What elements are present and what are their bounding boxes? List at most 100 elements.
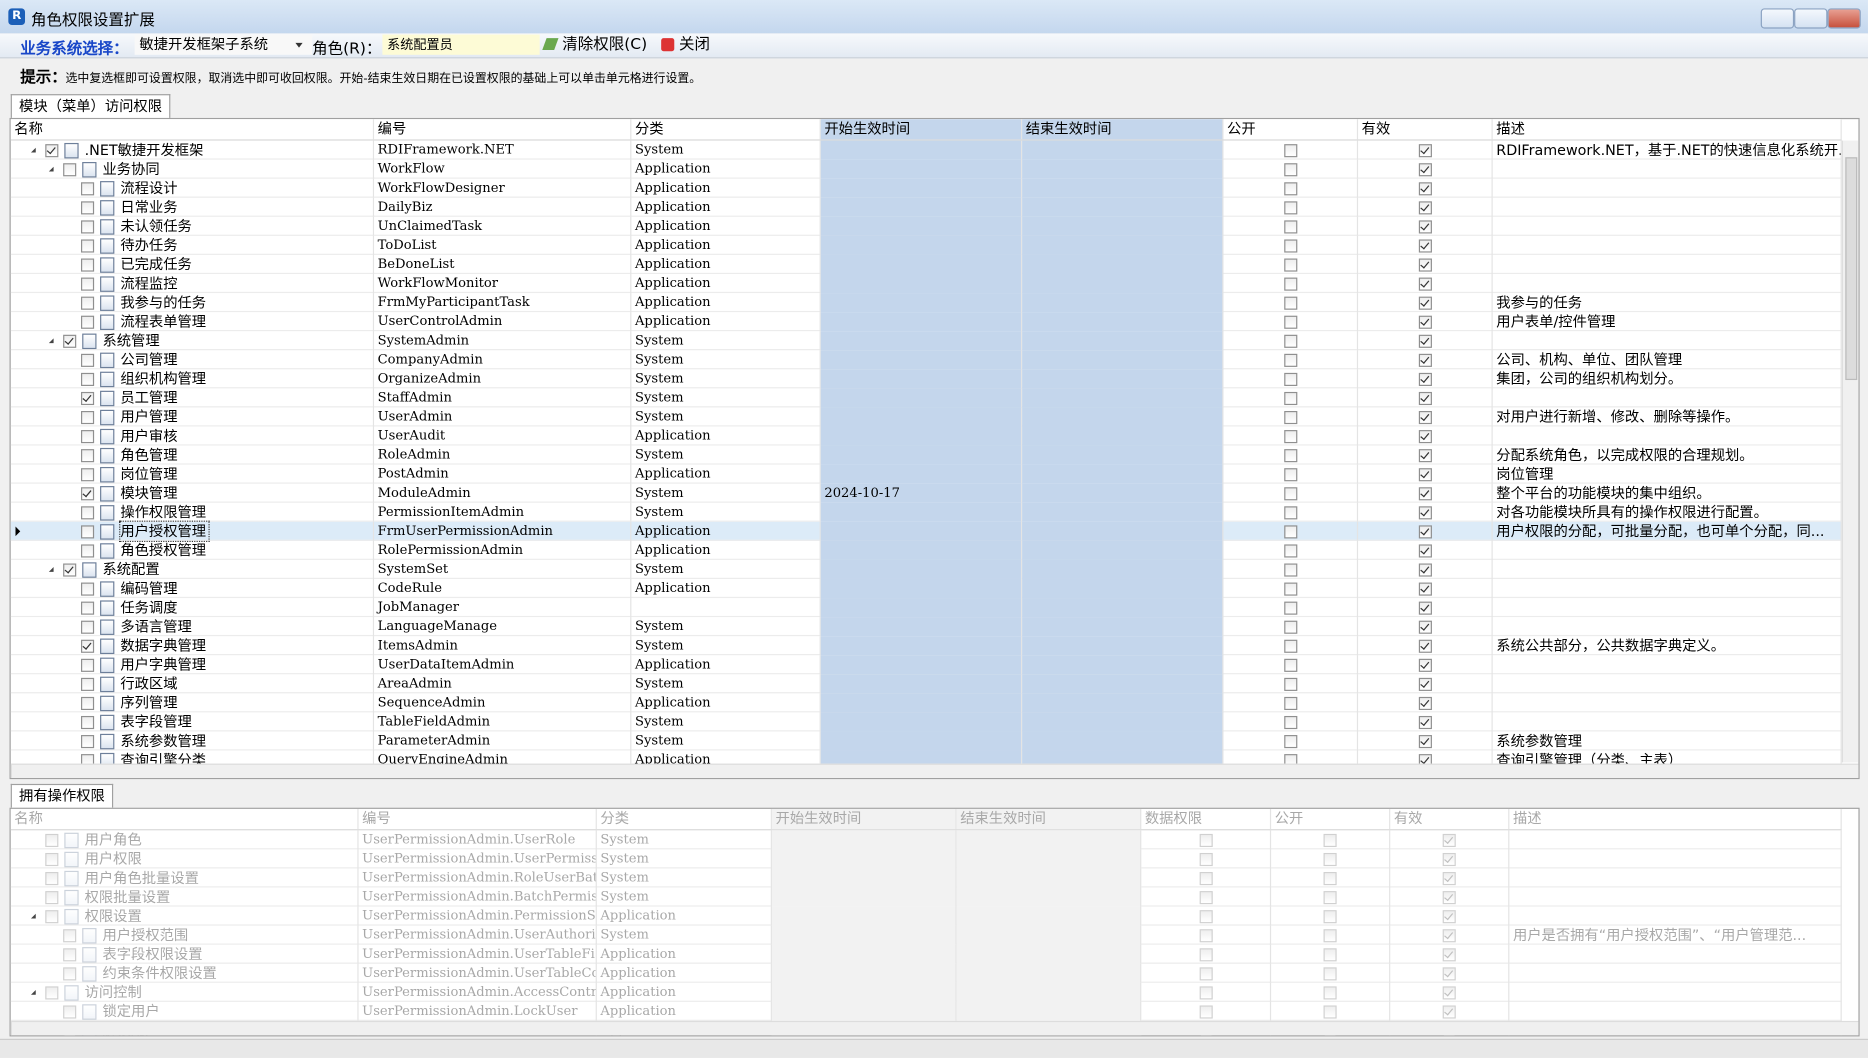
checkbox[interactable] (1418, 696, 1432, 711)
desc-cell[interactable]: 公司、机构、单位、团队管理 (1493, 350, 1842, 370)
end-cell[interactable] (1022, 388, 1224, 408)
grid-row[interactable]: 系统配置 SystemSet System (10, 559, 1842, 579)
start-cell[interactable] (820, 159, 1023, 179)
role-input[interactable]: 系统配置员 (382, 34, 540, 55)
code-cell[interactable]: OrganizeAdmin (374, 369, 632, 389)
checkbox[interactable] (45, 986, 59, 1000)
column-header[interactable]: 数据权限 (1141, 808, 1272, 830)
grid-row[interactable]: 我参与的任务 FrmMyParticipantTask Application 我参与… (10, 293, 1842, 313)
grid-row[interactable]: 业务协同 WorkFlow Application (10, 159, 1842, 179)
column-header[interactable]: 描述 (1493, 119, 1842, 140)
code-cell[interactable]: SystemSet (374, 559, 632, 579)
end-cell[interactable] (956, 849, 1142, 869)
checkbox[interactable] (1283, 658, 1297, 672)
desc-cell[interactable] (1493, 674, 1842, 694)
end-cell[interactable] (1022, 216, 1224, 236)
desc-cell[interactable]: 系统公共部分，公共数据字典定义。 (1493, 636, 1842, 656)
start-cell[interactable]: 2024-10-17 (820, 483, 1023, 503)
checkbox[interactable] (1418, 372, 1432, 386)
checkbox[interactable] (1418, 601, 1432, 615)
code-cell[interactable]: FrmMyParticipantTask (374, 293, 632, 313)
checkbox[interactable] (1283, 468, 1297, 482)
checkbox[interactable] (63, 563, 77, 577)
desc-cell[interactable]: 用户权限的分配，可批量分配，也可单个分配，同... (1493, 521, 1842, 541)
checkbox[interactable] (81, 277, 95, 291)
close-button[interactable]: 关闭 (659, 35, 710, 55)
category-cell[interactable]: Application (597, 1001, 772, 1021)
checkbox[interactable] (1283, 487, 1297, 501)
desc-cell[interactable]: 岗位管理 (1493, 464, 1842, 484)
end-cell[interactable] (1022, 655, 1224, 675)
end-cell[interactable] (1022, 693, 1224, 713)
checkbox[interactable] (81, 677, 95, 691)
checkbox[interactable] (45, 872, 59, 886)
code-cell[interactable]: UserPermissionAdmin.BatchPermis… (359, 887, 597, 907)
checkbox[interactable] (63, 967, 77, 981)
grid-row[interactable]: 角色授权管理 RolePermissionAdmin Application (10, 540, 1842, 560)
checkbox[interactable] (1283, 620, 1297, 634)
grid-row[interactable]: 用户授权管理 FrmUserPermissionAdmin Application 用… (10, 520, 1842, 543)
checkbox[interactable] (1283, 410, 1297, 425)
grid-row[interactable]: 系统管理 SystemAdmin System (10, 331, 1842, 351)
code-cell[interactable]: SystemAdmin (374, 331, 632, 351)
end-cell[interactable] (956, 868, 1142, 888)
column-header[interactable]: 名称 (11, 119, 375, 140)
minimize-button[interactable] (1760, 8, 1795, 29)
column-header[interactable]: 有效 (1390, 808, 1510, 830)
category-cell[interactable]: System (631, 674, 821, 694)
column-header[interactable]: 开始生效时间 (820, 119, 1023, 140)
start-cell[interactable] (820, 350, 1023, 370)
checkbox[interactable] (45, 144, 59, 158)
checkbox[interactable] (1199, 910, 1213, 924)
horizontal-scrollbar[interactable] (10, 763, 1859, 778)
category-cell[interactable]: Application (631, 426, 821, 446)
end-cell[interactable] (1022, 559, 1224, 579)
checkbox[interactable] (1283, 277, 1297, 291)
code-cell[interactable]: QueryEngineAdmin (374, 750, 632, 770)
category-cell[interactable]: Application (631, 464, 821, 484)
checkbox[interactable] (81, 582, 95, 596)
checkbox[interactable] (81, 735, 95, 749)
checkbox[interactable] (1283, 334, 1297, 348)
grid-row[interactable]: 编码管理 CodeRule Application (10, 578, 1842, 599)
checkbox[interactable] (1283, 639, 1297, 653)
code-cell[interactable]: UserAudit (374, 426, 632, 446)
column-header[interactable]: 公开 (1223, 119, 1359, 140)
checkbox[interactable] (1418, 182, 1432, 196)
checkbox[interactable] (1418, 735, 1432, 749)
checkbox[interactable] (1418, 563, 1432, 577)
code-cell[interactable]: WorkFlowDesigner (374, 178, 632, 198)
end-cell[interactable] (1022, 159, 1224, 179)
start-cell[interactable] (820, 426, 1023, 446)
start-cell[interactable] (820, 464, 1023, 484)
end-cell[interactable] (1022, 331, 1224, 351)
start-cell[interactable] (771, 906, 957, 926)
start-cell[interactable] (820, 655, 1023, 675)
category-cell[interactable]: Application (631, 273, 821, 294)
checkbox[interactable] (1418, 258, 1432, 272)
category-cell[interactable]: System (631, 502, 821, 522)
grid-row[interactable]: 系统参数管理 ParameterAdmin System 系统参数管理 (10, 731, 1842, 751)
column-header[interactable]: 结束生效时间 (1022, 119, 1224, 140)
category-cell[interactable]: System (631, 388, 821, 408)
end-cell[interactable] (1022, 312, 1224, 332)
desc-cell[interactable] (1493, 578, 1842, 599)
checkbox[interactable] (1283, 315, 1297, 329)
checkbox[interactable] (1283, 449, 1297, 463)
checkbox[interactable] (63, 334, 77, 348)
code-cell[interactable]: UserPermissionAdmin.RoleUserBat… (359, 868, 597, 888)
checkbox[interactable] (1283, 735, 1297, 749)
start-cell[interactable] (771, 868, 957, 888)
code-cell[interactable]: RDIFramework.NET (374, 140, 632, 160)
checkbox[interactable] (1283, 258, 1297, 272)
grid-row[interactable]: 已完成任务 BeDoneList Application (10, 254, 1842, 274)
end-cell[interactable] (1022, 197, 1224, 217)
start-cell[interactable] (820, 216, 1023, 236)
start-cell[interactable] (820, 197, 1023, 217)
code-cell[interactable]: UserAdmin (374, 407, 632, 427)
checkbox[interactable] (1442, 967, 1456, 981)
code-cell[interactable]: UserPermissionAdmin.UserPermiss… (359, 849, 597, 869)
start-cell[interactable] (771, 925, 957, 945)
grid-row[interactable]: 公司管理 CompanyAdmin System 公司、机构、单位、团队管理 (10, 350, 1842, 370)
end-cell[interactable] (1022, 254, 1224, 274)
